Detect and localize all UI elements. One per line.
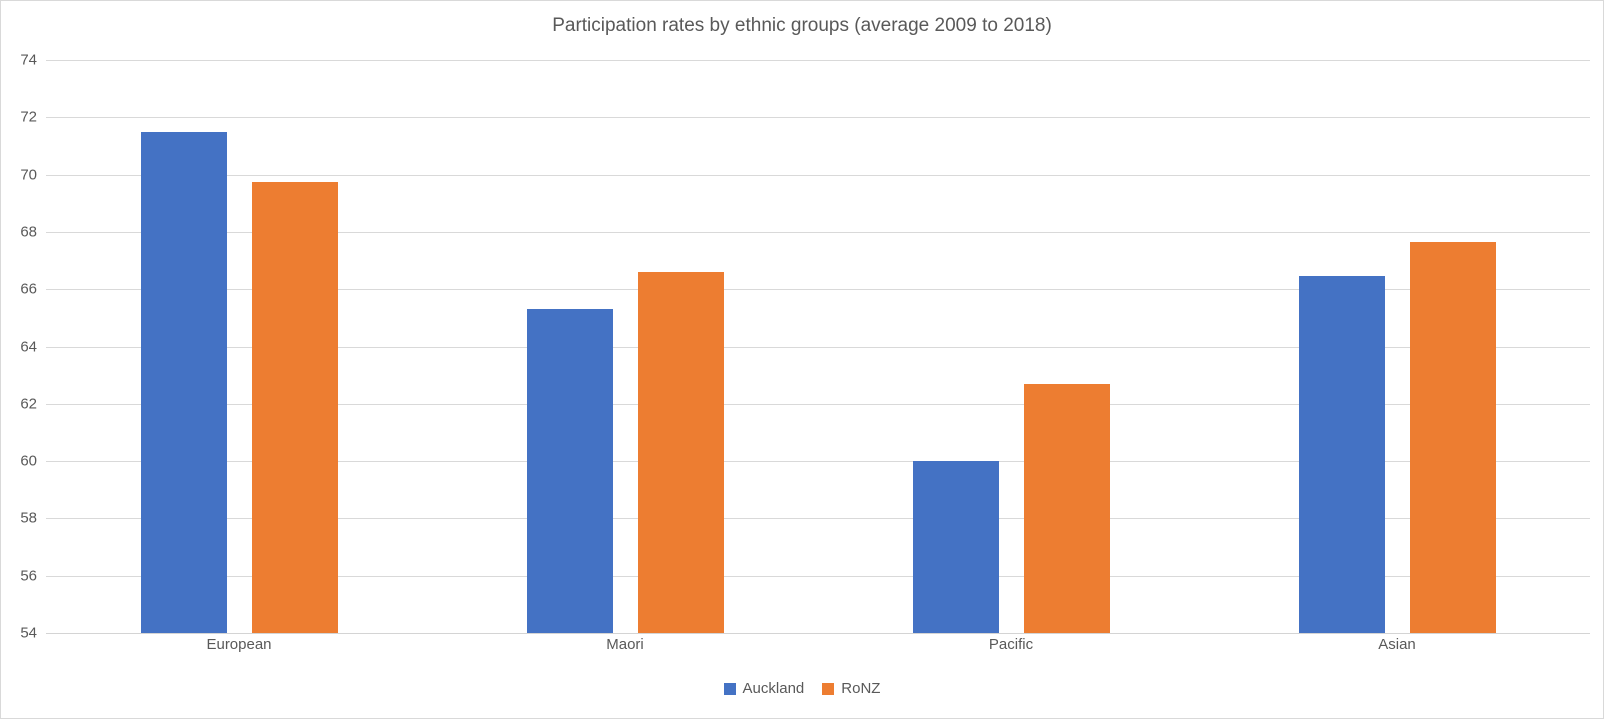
gridline bbox=[46, 575, 1590, 577]
gridline bbox=[46, 518, 1590, 520]
bar-ronz-european bbox=[251, 181, 338, 633]
chart-title: Participation rates by ethnic groups (av… bbox=[552, 15, 1052, 36]
gridline bbox=[46, 174, 1590, 176]
gridline bbox=[46, 117, 1590, 119]
bar-auckland-european bbox=[140, 131, 227, 633]
bar-ronz-maori bbox=[637, 272, 724, 633]
legend-label: RoNZ bbox=[841, 680, 881, 697]
gridline bbox=[46, 346, 1590, 348]
y-tick-label: 56 bbox=[20, 567, 37, 585]
gridline bbox=[46, 461, 1590, 463]
legend-item-auckland: Auckland bbox=[723, 680, 805, 697]
legend-label: Auckland bbox=[742, 680, 805, 697]
x-axis-line bbox=[46, 633, 1590, 634]
bar-auckland-pacific bbox=[912, 461, 999, 633]
legend-swatch-icon bbox=[723, 682, 736, 695]
y-tick-label: 68 bbox=[20, 223, 37, 241]
y-tick-label: 74 bbox=[20, 51, 37, 69]
bar-auckland-maori bbox=[526, 309, 613, 633]
y-tick-label: 60 bbox=[20, 452, 37, 470]
x-category-label-maori: Maori bbox=[606, 636, 644, 653]
gridline bbox=[46, 289, 1590, 291]
bar-ronz-pacific bbox=[1023, 383, 1110, 633]
x-category-label-pacific: Pacific bbox=[988, 636, 1034, 653]
y-tick-label: 72 bbox=[20, 108, 37, 126]
gridline bbox=[46, 60, 1590, 61]
x-category-label-european: European bbox=[206, 636, 272, 653]
y-tick-label: 64 bbox=[20, 338, 37, 355]
legend-item-ronz: RoNZ bbox=[822, 680, 880, 697]
y-tick-label: 66 bbox=[20, 280, 37, 298]
bar-auckland-asian bbox=[1298, 276, 1385, 633]
gridline bbox=[46, 231, 1590, 233]
legend: Auckland RoNZ bbox=[1, 680, 1603, 697]
y-tick-label: 54 bbox=[20, 624, 37, 642]
y-tick-label: 58 bbox=[20, 509, 37, 527]
x-category-label-asian: Asian bbox=[1378, 636, 1416, 653]
bar-ronz-asian bbox=[1409, 241, 1496, 633]
y-tick-label: 70 bbox=[20, 166, 37, 184]
legend-swatch-icon bbox=[822, 682, 835, 695]
gridline bbox=[46, 403, 1590, 405]
y-tick-label: 62 bbox=[20, 395, 37, 413]
